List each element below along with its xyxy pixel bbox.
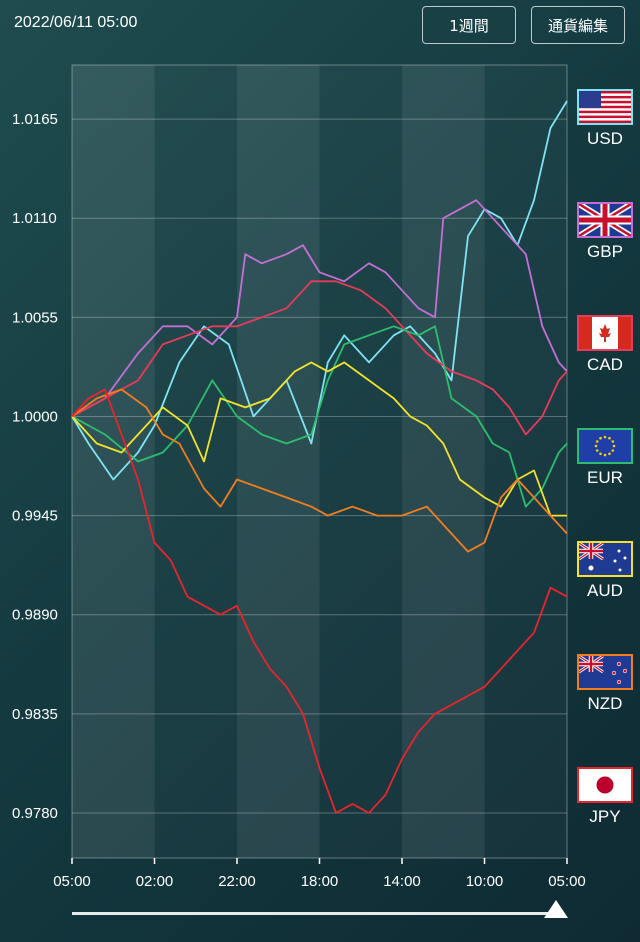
y-tick-label: 1.0110 [12,210,57,227]
x-tick-label: 05:00 [548,873,586,890]
new-zealand-flag-icon [577,654,633,690]
y-tick-label: 1.0165 [12,111,58,128]
legend-item-jpy[interactable]: JPY [570,767,640,827]
legend-label: NZD [587,694,623,713]
plot-band [402,65,485,858]
plot-band [155,65,238,858]
period-button[interactable]: 1週間 [422,6,516,44]
series-line-usd [71,100,568,481]
y-tick-label: 0.9890 [12,607,58,624]
legend-item-nzd[interactable]: NZD [570,654,640,714]
legend-label: CAD [587,355,623,374]
time-slider-track[interactable] [72,912,556,915]
edit-currencies-button[interactable]: 通貨編集 [531,6,625,44]
x-tick-label: 10:00 [466,873,504,890]
series-line-nzd [71,388,568,553]
y-tick-label: 0.9780 [12,805,58,822]
eu-flag-icon [577,428,633,464]
uk-flag-icon [577,201,633,239]
x-tick-label: 14:00 [383,873,421,890]
canada-flag-icon [577,315,633,351]
y-tick-label: 1.0055 [12,309,58,326]
legend-label: JPY [589,807,621,826]
legend-label: USD [587,129,623,148]
legend-item-usd[interactable]: USD [570,89,640,149]
chart-datetime: 2022/06/11 05:00 [14,14,138,31]
series-line-cad [71,280,568,436]
legend-item-gbp[interactable]: GBP [570,201,640,262]
x-tick-label: 05:00 [53,873,91,890]
legend-item-eur[interactable]: EUR [570,428,640,488]
series-line-jpy [71,388,568,814]
australia-flag-icon [577,541,633,577]
y-tick-label: 0.9835 [12,706,58,723]
x-tick-label: 18:00 [301,873,339,890]
y-tick-label: 1.0000 [12,408,58,425]
x-tick-label: 02:00 [136,873,174,890]
japan-flag-icon [577,767,633,803]
plot-band [72,65,155,858]
legend-label: EUR [587,468,623,487]
x-tick-label: 22:00 [218,873,256,890]
plot-band [320,65,403,858]
legend-label: AUD [587,581,623,600]
legend-item-aud[interactable]: AUD [570,541,640,601]
us-flag-icon [577,89,633,125]
time-slider-thumb[interactable] [544,900,568,918]
legend-label: GBP [587,242,623,261]
y-tick-label: 0.9945 [12,508,58,525]
plot-band [237,65,320,858]
legend-item-cad[interactable]: CAD [570,315,640,375]
series-line-eur [71,325,568,508]
